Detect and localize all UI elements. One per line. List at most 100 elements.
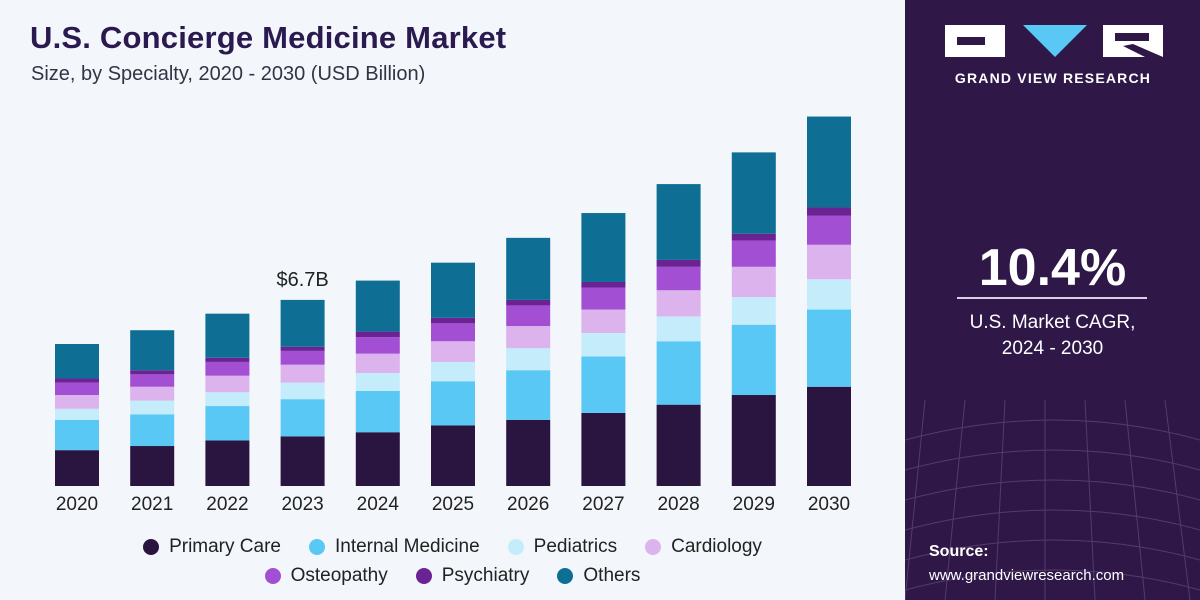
legend-label-pediatrics: Pediatrics <box>533 536 618 557</box>
bar-segment-pediatrics-2030 <box>807 279 851 310</box>
bar-segment-internal-medicine-2023 <box>280 399 325 437</box>
bar-segment-primary-care-2029 <box>731 395 776 486</box>
bar-segment-pediatrics-2024 <box>355 372 400 391</box>
chart-subtitle: Size, by Specialty, 2020 - 2030 (USD Bil… <box>31 63 426 85</box>
bar-segment-internal-medicine-2028 <box>656 341 701 405</box>
bar-segment-internal-medicine-2022 <box>205 406 250 441</box>
bar-segment-internal-medicine-2027 <box>581 356 626 413</box>
bar-segment-others-2022 <box>205 313 250 358</box>
bar-segment-pediatrics-2022 <box>205 392 250 407</box>
cagr-value: 10.4% <box>978 239 1127 297</box>
chart-title: U.S. Concierge Medicine Market <box>30 20 507 55</box>
source-link[interactable]: www.grandviewresearch.com <box>929 567 1125 584</box>
brand-name: GRAND VIEW RESEARCH <box>954 70 1152 86</box>
bar-segment-psychiatry-2025 <box>431 317 475 324</box>
bar-segment-psychiatry-2028 <box>656 259 701 267</box>
bar-segment-others-2029 <box>731 152 776 234</box>
cagr-divider <box>957 297 1147 299</box>
grand-view-research-logo <box>945 25 1163 57</box>
x-tick-label-2029: 2029 <box>733 494 775 515</box>
legend-swatch-psychiatry <box>415 568 432 584</box>
bar-segment-osteopathy-2020 <box>55 382 99 396</box>
x-tick-label-2030: 2030 <box>808 494 850 515</box>
bar-segment-others-2025 <box>431 262 475 318</box>
bar-segment-internal-medicine-2029 <box>731 324 776 396</box>
legend-swatch-internal-medicine <box>308 539 325 555</box>
legend-label-internal-medicine: Internal Medicine <box>334 536 480 557</box>
cagr-label-line-1: U.S. Market CAGR, <box>969 312 1136 333</box>
bar-segment-cardiology-2030 <box>807 244 851 280</box>
legend-item-internal-medicine: Internal Medicine <box>308 536 480 558</box>
legend-row-2: Osteopathy Psychiatry Others <box>0 565 905 587</box>
bar-segment-osteopathy-2029 <box>731 240 776 267</box>
bar-segment-cardiology-2025 <box>431 341 475 362</box>
legend-label-osteopathy: Osteopathy <box>290 565 388 586</box>
sidebar: GRAND VIEW RESEARCH 10.4% U.S. Market CA… <box>905 0 1200 600</box>
bar-segment-primary-care-2028 <box>656 404 701 486</box>
bar-segment-osteopathy-2028 <box>656 266 701 291</box>
bar-segment-primary-care-2030 <box>807 386 851 486</box>
bar-segment-pediatrics-2023 <box>280 382 325 400</box>
bar-segment-others-2030 <box>807 116 851 208</box>
bar-segment-cardiology-2027 <box>581 309 626 333</box>
stacked-bar-chart: 2020 2021 2022 2023 $6.7B 2024 2025 2026 2027 202… <box>55 116 851 515</box>
cagr-label: U.S. Market CAGR, 2024 - 2030 <box>945 310 1160 362</box>
bar-segment-cardiology-2028 <box>656 290 701 317</box>
bar-segment-primary-care-2026 <box>506 419 551 486</box>
bar-segment-osteopathy-2021 <box>130 374 175 387</box>
legend-row-1: Primary Care Internal Medicine Pediatrics C… <box>0 536 905 558</box>
x-tick-label-2022: 2022 <box>206 494 248 515</box>
x-tick-label-2021: 2021 <box>131 494 173 515</box>
legend-item-cardiology: Cardiology <box>645 536 762 558</box>
legend-item-psychiatry: Psychiatry <box>415 565 530 587</box>
bar-segment-cardiology-2021 <box>130 386 175 401</box>
cagr-label-line-2: 2024 - 2030 <box>1001 338 1104 359</box>
bar-segment-primary-care-2023 <box>280 436 325 486</box>
bar-segment-cardiology-2022 <box>205 375 250 393</box>
bar-segment-psychiatry-2022 <box>205 357 250 362</box>
bar-segment-osteopathy-2025 <box>431 323 475 342</box>
bar-segment-pediatrics-2028 <box>656 316 701 342</box>
bar-segment-cardiology-2020 <box>55 395 99 409</box>
bar-segment-others-2021 <box>130 330 175 371</box>
legend-swatch-others <box>557 568 574 584</box>
x-tick-label-2023: 2023 <box>281 494 323 515</box>
bar-segment-psychiatry-2029 <box>731 233 776 241</box>
bar-segment-psychiatry-2024 <box>355 331 400 338</box>
bar-segment-osteopathy-2024 <box>355 337 400 354</box>
bar-segment-internal-medicine-2021 <box>130 414 175 447</box>
legend-swatch-primary-care <box>143 539 160 555</box>
bar-segment-primary-care-2022 <box>205 440 250 486</box>
legend-label-others: Others <box>583 565 641 586</box>
x-tick-label-2026: 2026 <box>507 494 549 515</box>
bar-segment-internal-medicine-2025 <box>431 381 475 426</box>
legend-item-primary-care: Primary Care <box>143 536 281 558</box>
bar-segment-cardiology-2024 <box>355 353 400 373</box>
legend-swatch-cardiology <box>645 539 662 555</box>
bar-segment-internal-medicine-2024 <box>355 390 400 433</box>
bar-segment-pediatrics-2020 <box>55 408 99 420</box>
legend-label-primary-care: Primary Care <box>169 536 281 557</box>
legend-item-others: Others <box>557 565 640 587</box>
bar-segment-psychiatry-2027 <box>581 281 626 288</box>
bar-segment-pediatrics-2027 <box>581 332 626 357</box>
bar-segment-osteopathy-2030 <box>807 215 851 245</box>
legend-label-psychiatry: Psychiatry <box>441 565 530 586</box>
bar-segment-others-2026 <box>506 237 551 300</box>
legend-item-pediatrics: Pediatrics <box>507 536 618 558</box>
x-tick-label-2028: 2028 <box>657 494 699 515</box>
bar-segment-others-2027 <box>581 213 626 282</box>
bar-segment-psychiatry-2030 <box>807 207 851 216</box>
bar-segment-cardiology-2026 <box>506 326 551 349</box>
bar-segment-primary-care-2024 <box>355 432 400 486</box>
bar-segment-others-2024 <box>355 280 400 332</box>
bar-segment-psychiatry-2020 <box>55 378 99 383</box>
legend-swatch-pediatrics <box>507 539 524 555</box>
bar-segment-pediatrics-2029 <box>731 297 776 325</box>
legend-swatch-osteopathy <box>264 568 281 584</box>
bar-segment-internal-medicine-2020 <box>55 419 99 451</box>
bar-segment-osteopathy-2022 <box>205 361 250 376</box>
bar-segment-primary-care-2025 <box>431 425 475 486</box>
bar-segment-cardiology-2029 <box>731 266 776 298</box>
